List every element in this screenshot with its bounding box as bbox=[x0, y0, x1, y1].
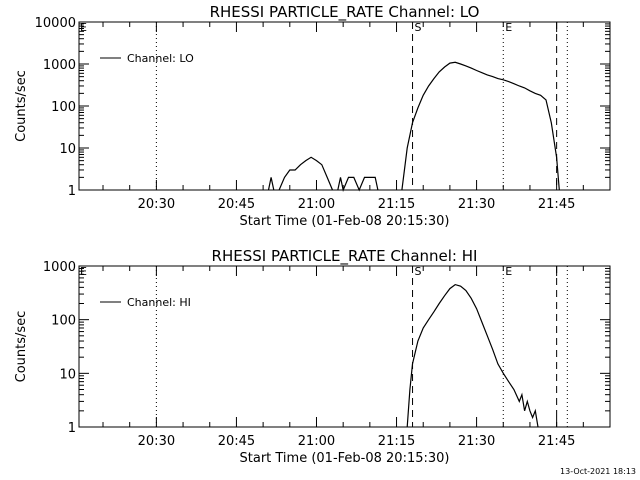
panel-1-legend-label: Channel: LO bbox=[127, 52, 194, 65]
panel-2-marker-label: E bbox=[505, 265, 512, 278]
panel-1-series-line bbox=[337, 176, 379, 192]
panel-1-marker-label: E bbox=[505, 21, 512, 34]
panel-2-x-tick-label: 20:30 bbox=[138, 434, 175, 449]
panel-2-series-line bbox=[406, 283, 539, 428]
panel-2-y-tick-label: 1000 bbox=[43, 260, 76, 275]
panel-1-series-line bbox=[401, 61, 560, 191]
panel-2-y-tick-label: 1 bbox=[68, 421, 76, 436]
generation-timestamp: 13-Oct-2021 18:13 bbox=[560, 467, 636, 476]
panel-1-plot-frame bbox=[78, 21, 611, 191]
panel-1-x-axis-label: Start Time (01-Feb-08 20:15:30) bbox=[240, 214, 450, 229]
panel-2-legend-label: Channel: HI bbox=[127, 296, 191, 309]
panel-1-series-line bbox=[267, 177, 275, 191]
panel-2-plot-frame bbox=[78, 265, 611, 428]
panel-1-y-tick-label: 10000 bbox=[35, 16, 76, 31]
panel-2-y-tick-label: 10 bbox=[59, 367, 76, 382]
panel-2-y-axis-label: Counts/sec bbox=[14, 311, 29, 383]
panel-2-x-tick-label: 21:15 bbox=[378, 434, 415, 449]
panel-2-chart-title: RHESSI PARTICLE_RATE Channel: HI bbox=[212, 247, 478, 266]
panel-1-x-tick-label: 21:15 bbox=[378, 197, 415, 212]
panel-2-x-axis-label: Start Time (01-Feb-08 20:15:30) bbox=[240, 451, 450, 466]
panel-2-edge-label: E bbox=[80, 265, 87, 278]
panel-1-x-tick-label: 21:00 bbox=[298, 197, 335, 212]
panel-1-x-tick-label: 21:30 bbox=[458, 197, 495, 212]
panel-1-y-tick-label: 10 bbox=[59, 142, 76, 157]
panel-2-x-tick-label: 21:30 bbox=[458, 434, 495, 449]
panel-2-y-tick-label: 100 bbox=[51, 314, 76, 329]
panel-2-x-tick-label: 21:00 bbox=[298, 434, 335, 449]
panel-1-y-axis-label: Counts/sec bbox=[14, 70, 29, 142]
panel-1-y-tick-label: 1000 bbox=[43, 58, 76, 73]
panel-1-x-tick-label: 21:45 bbox=[538, 197, 575, 212]
panel-1-chart-title: RHESSI PARTICLE_RATE Channel: LO bbox=[210, 3, 480, 22]
panel-2-x-tick-label: 20:45 bbox=[218, 434, 255, 449]
panel-2-marker-label: S bbox=[415, 265, 422, 278]
panel-1-series-line bbox=[278, 156, 334, 191]
panel-1-y-tick-label: 1 bbox=[68, 184, 76, 199]
panel-1-x-tick-label: 20:45 bbox=[218, 197, 255, 212]
panel-2-x-tick-label: 21:45 bbox=[538, 434, 575, 449]
panel-1-edge-label: E bbox=[80, 21, 87, 34]
panel-1-marker-label: S bbox=[415, 21, 422, 34]
panel-1-y-tick-label: 100 bbox=[51, 100, 76, 115]
panel-1-x-tick-label: 20:30 bbox=[138, 197, 175, 212]
